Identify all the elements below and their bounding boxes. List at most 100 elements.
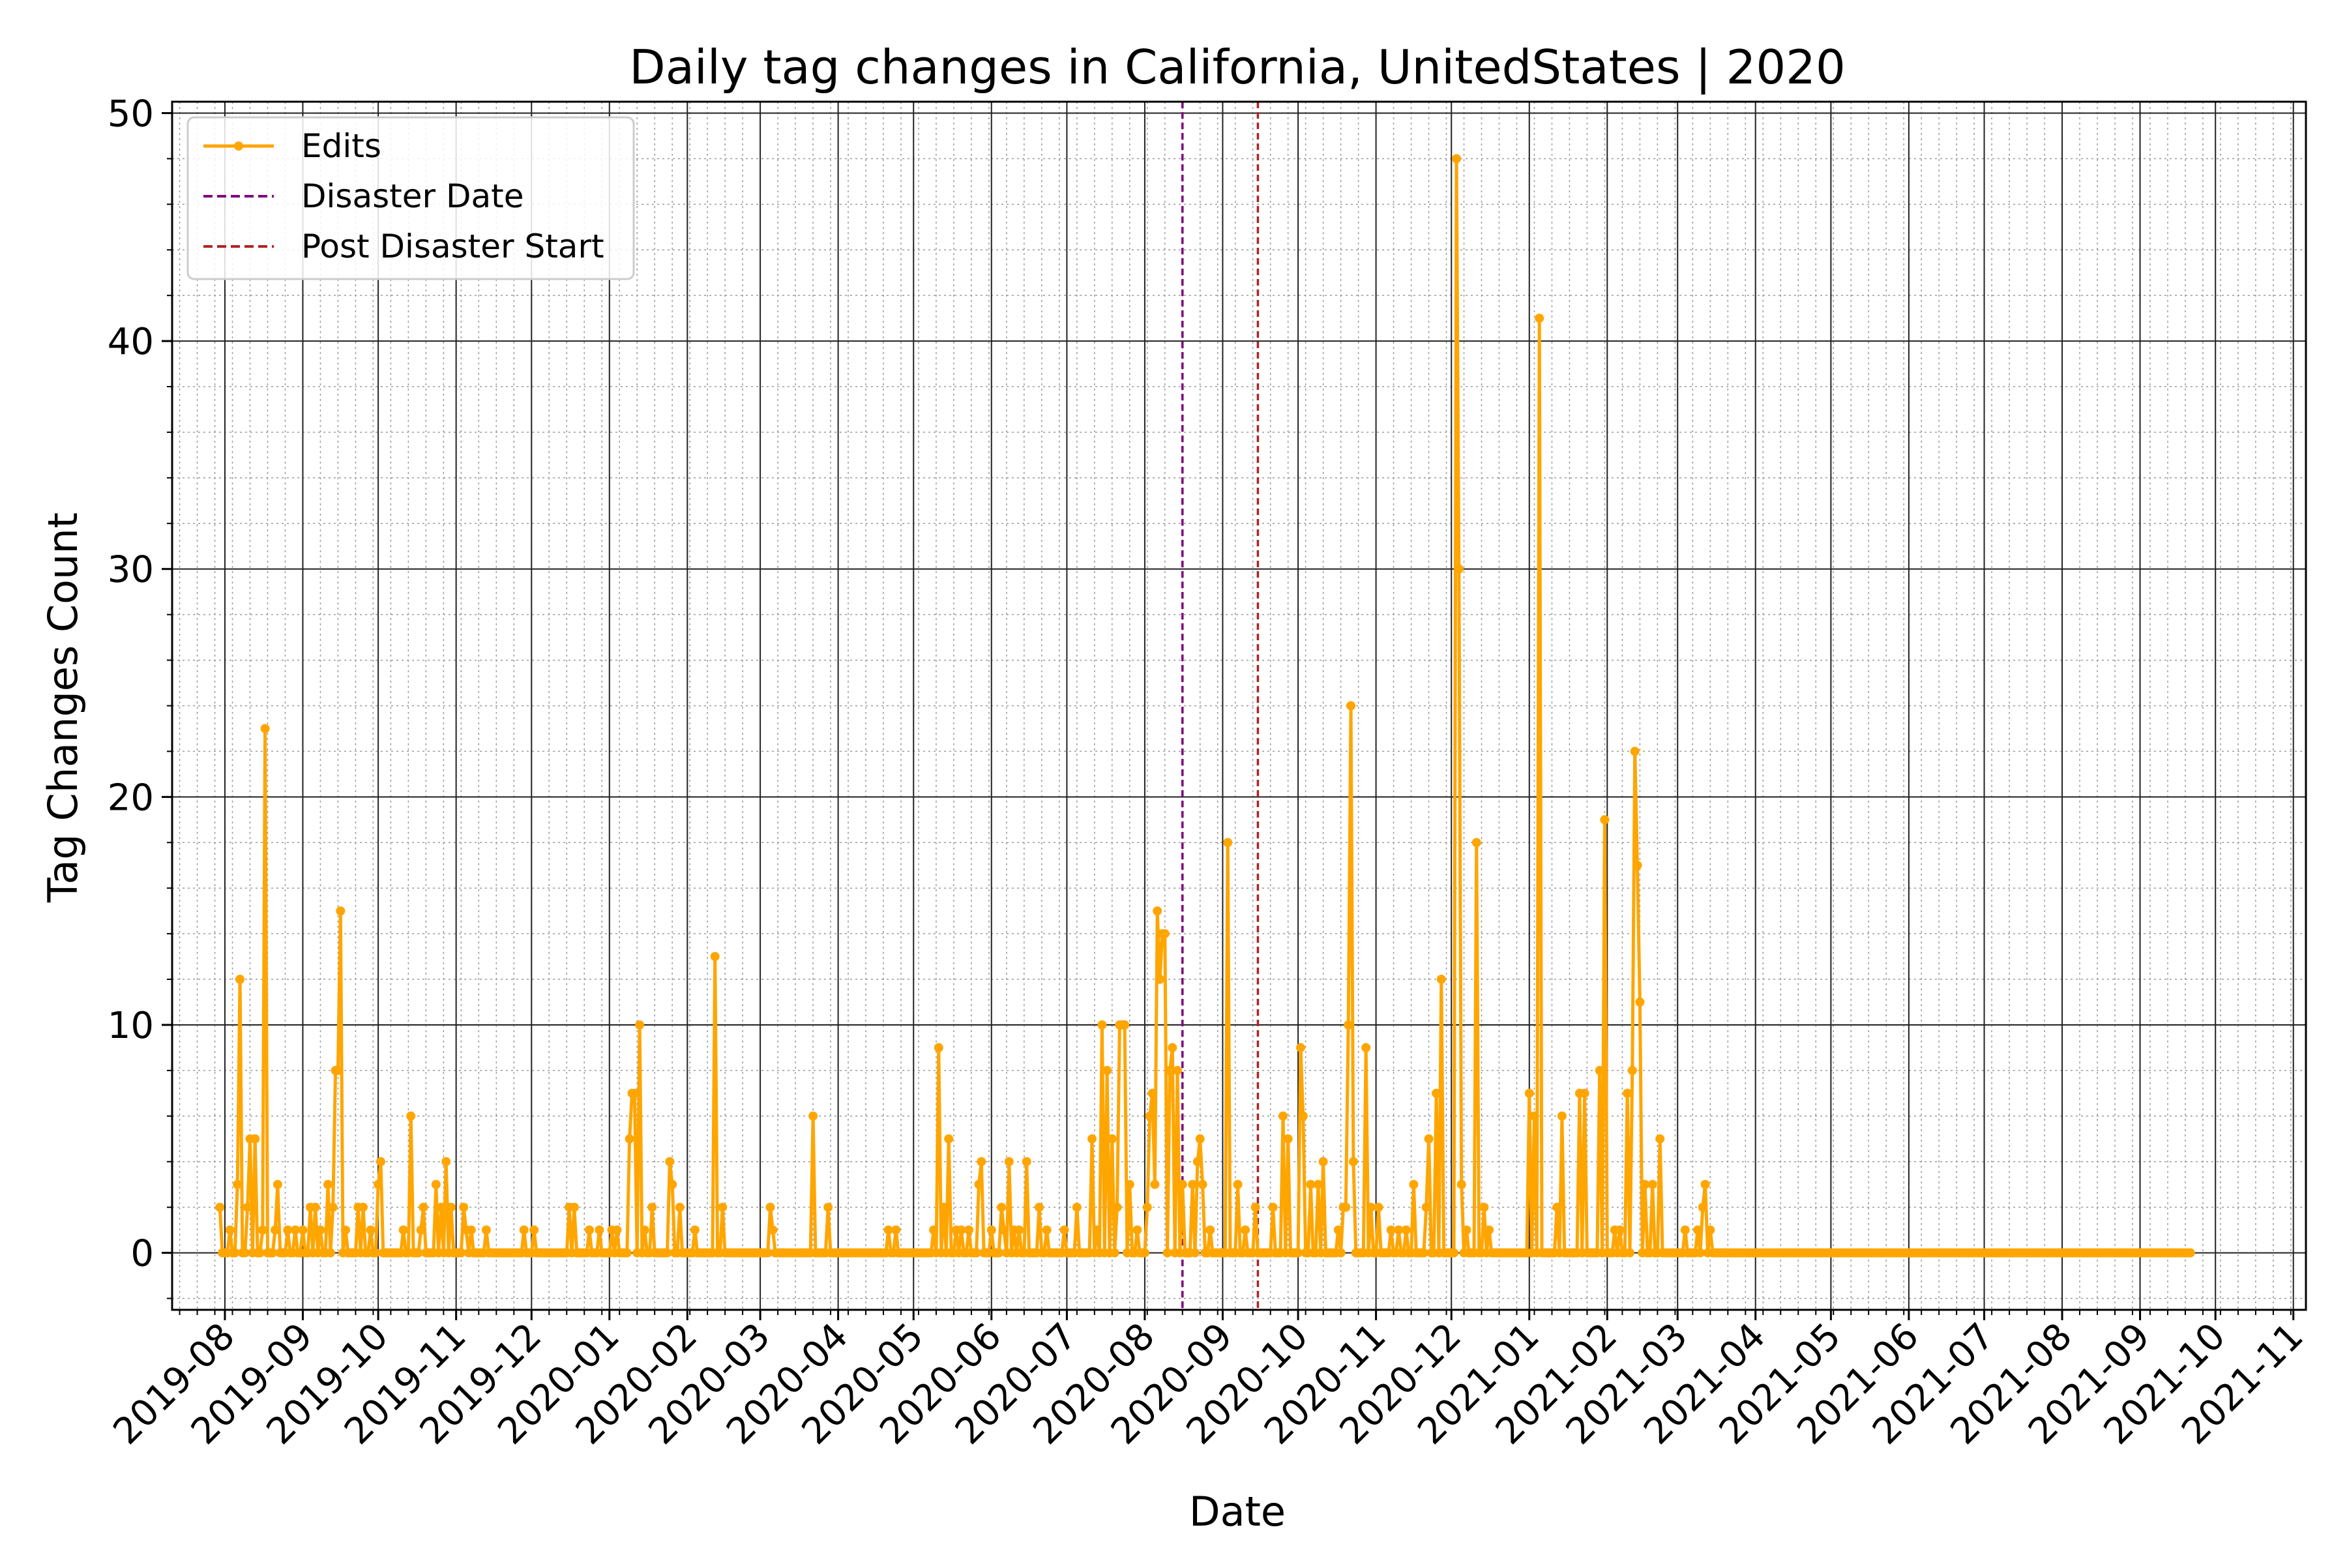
data-point bbox=[718, 1202, 728, 1212]
legend-label-disaster-date: Disaster Date bbox=[301, 177, 524, 215]
data-point bbox=[1190, 1248, 1200, 1258]
legend-label-post-disaster-start: Post Disaster Start bbox=[301, 228, 604, 265]
data-point bbox=[1361, 1043, 1371, 1052]
data-point bbox=[456, 1248, 466, 1258]
data-point bbox=[1432, 1088, 1441, 1098]
data-point bbox=[1035, 1202, 1044, 1212]
data-point bbox=[1087, 1134, 1097, 1144]
data-point bbox=[1278, 1111, 1288, 1121]
data-point bbox=[1147, 1088, 1157, 1098]
data-point bbox=[1004, 1157, 1014, 1166]
data-point bbox=[1344, 1020, 1353, 1029]
data-point bbox=[371, 1248, 381, 1258]
data-point bbox=[1623, 1088, 1632, 1098]
data-point bbox=[466, 1225, 476, 1235]
data-point bbox=[1198, 1179, 1207, 1189]
data-point bbox=[413, 1248, 423, 1258]
data-point bbox=[310, 1202, 320, 1212]
x-axis-label: Date bbox=[1189, 1488, 1286, 1535]
data-point bbox=[1177, 1179, 1187, 1189]
data-point bbox=[1454, 564, 1464, 574]
data-point bbox=[1165, 1065, 1175, 1075]
data-point bbox=[971, 1248, 981, 1258]
data-point bbox=[1456, 1179, 1466, 1189]
data-point bbox=[398, 1225, 408, 1235]
data-point bbox=[215, 1202, 225, 1212]
data-point bbox=[1223, 838, 1233, 848]
data-point bbox=[1632, 861, 1642, 870]
data-point bbox=[977, 1157, 986, 1166]
data-point bbox=[1022, 1157, 1031, 1166]
data-point bbox=[436, 1202, 446, 1212]
data-point bbox=[640, 1225, 649, 1235]
data-point bbox=[1120, 1020, 1130, 1029]
data-point bbox=[1557, 1111, 1567, 1121]
y-tick-label: 30 bbox=[108, 549, 154, 591]
data-point bbox=[250, 1134, 260, 1144]
data-point bbox=[328, 1202, 338, 1212]
data-point bbox=[635, 1020, 645, 1029]
reference-lines bbox=[1181, 102, 1260, 1310]
data-point bbox=[1693, 1225, 1703, 1235]
data-point bbox=[243, 1202, 252, 1212]
data-point bbox=[675, 1202, 685, 1212]
data-point bbox=[1700, 1179, 1710, 1189]
data-point bbox=[446, 1202, 456, 1212]
data-point bbox=[891, 1225, 901, 1235]
data-point bbox=[1627, 1065, 1637, 1075]
data-point bbox=[1283, 1134, 1293, 1144]
data-point bbox=[763, 1248, 773, 1258]
data-point bbox=[1160, 929, 1170, 939]
y-tick-label: 20 bbox=[108, 777, 154, 819]
data-point bbox=[1419, 1248, 1428, 1258]
data-point bbox=[359, 1202, 368, 1212]
legend-label-edits: Edits bbox=[301, 127, 381, 165]
data-point bbox=[1097, 1020, 1107, 1029]
data-point bbox=[1014, 1225, 1024, 1235]
data-point bbox=[1296, 1043, 1305, 1052]
data-point bbox=[1524, 1088, 1534, 1098]
data-point bbox=[986, 1225, 996, 1235]
data-point bbox=[1346, 701, 1356, 711]
data-point bbox=[1640, 1179, 1650, 1189]
data-point bbox=[1452, 154, 1461, 164]
data-point bbox=[1145, 1111, 1155, 1121]
data-point bbox=[374, 1179, 383, 1189]
data-point bbox=[1306, 1179, 1316, 1189]
data-point bbox=[316, 1225, 325, 1235]
data-point bbox=[255, 1248, 265, 1258]
data-point bbox=[808, 1111, 818, 1121]
data-point bbox=[323, 1179, 332, 1189]
data-point bbox=[1484, 1225, 1494, 1235]
data-point bbox=[1173, 1065, 1182, 1075]
data-point bbox=[529, 1225, 539, 1235]
data-point bbox=[1153, 906, 1162, 916]
data-point bbox=[366, 1225, 376, 1235]
data-point bbox=[964, 1225, 974, 1235]
data-point bbox=[225, 1225, 235, 1235]
data-point bbox=[1401, 1225, 1411, 1235]
data-point bbox=[662, 1248, 672, 1258]
data-point bbox=[934, 1043, 943, 1052]
data-point bbox=[1695, 1248, 1705, 1258]
data-point bbox=[585, 1225, 594, 1235]
data-point bbox=[1107, 1134, 1117, 1144]
data-point bbox=[622, 1248, 632, 1258]
data-point bbox=[939, 1202, 949, 1212]
data-point bbox=[944, 1134, 954, 1144]
data-point bbox=[431, 1179, 441, 1189]
data-point bbox=[441, 1157, 451, 1166]
series-markers-edits bbox=[215, 154, 2195, 1258]
data-point bbox=[929, 1225, 939, 1235]
data-point bbox=[376, 1157, 385, 1166]
data-point bbox=[1449, 1248, 1459, 1258]
data-point bbox=[997, 1202, 1007, 1212]
data-point bbox=[2185, 1248, 2195, 1258]
data-point bbox=[1615, 1225, 1625, 1235]
data-point bbox=[1042, 1225, 1052, 1235]
data-point bbox=[1625, 1248, 1634, 1258]
data-point bbox=[823, 1202, 833, 1212]
data-point bbox=[1195, 1134, 1205, 1144]
data-point bbox=[1298, 1111, 1308, 1121]
data-point bbox=[1394, 1225, 1404, 1235]
